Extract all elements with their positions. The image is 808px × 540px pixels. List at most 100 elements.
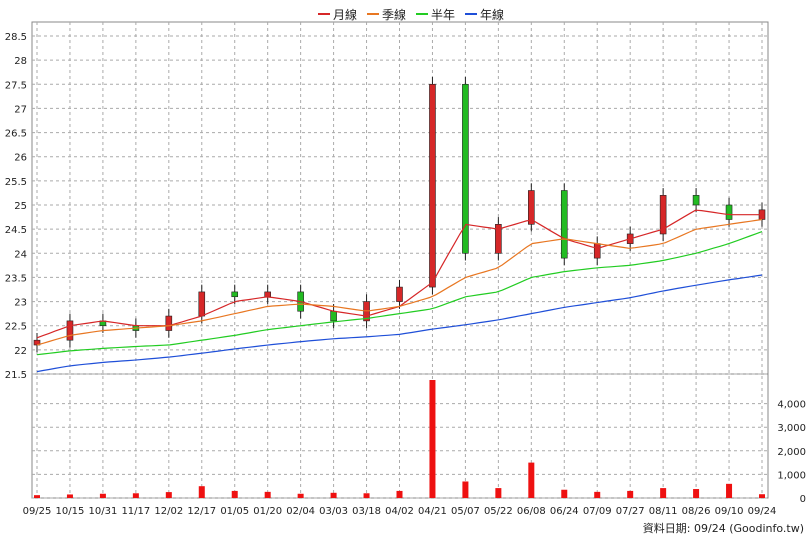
volume-bar: [99, 493, 106, 498]
candle-body: [264, 291, 271, 298]
date-tick-label: 10/31: [88, 506, 117, 517]
legend-item: 季線: [367, 6, 406, 22]
legend-label: 年線: [480, 7, 505, 22]
candle-body: [593, 243, 601, 259]
volume-bar: [264, 491, 271, 498]
volume-bar: [165, 492, 172, 498]
date-tick-label: 09/25: [23, 506, 52, 517]
legend-swatch: [465, 13, 478, 15]
volume-bar: [330, 492, 337, 498]
price-tick-label: 21.5: [5, 370, 27, 381]
candle-body: [198, 291, 206, 317]
legend-label: 季線: [382, 7, 407, 22]
data-date-footer: 資料日期: 09/24 (Goodinfo.tw): [642, 522, 804, 535]
candle-body: [495, 224, 502, 254]
date-tick-label: 09/24: [748, 506, 777, 517]
date-tick-label: 10/15: [56, 506, 85, 517]
price-tick-label: 24: [14, 249, 27, 260]
legend-label: 月線: [333, 7, 358, 22]
volume-bar: [297, 493, 304, 498]
date-tick-label: 01/20: [253, 506, 282, 517]
legend-swatch: [367, 13, 380, 15]
ma-line: [36, 274, 763, 373]
price-tick-label: 25: [14, 201, 27, 212]
volume-bar: [198, 486, 205, 498]
ma-line: [36, 231, 763, 356]
volume-bar: [396, 490, 403, 498]
volume-tick-label: 1,000: [777, 470, 806, 481]
legend-item: 年線: [465, 6, 504, 22]
volume-tick-label: 2,000: [777, 447, 806, 458]
volume-bar: [429, 380, 436, 498]
volume-bar: [231, 490, 238, 498]
candle-body: [396, 286, 403, 302]
date-axis: 09/25 10/15 10/31 11/17 12/02 12/17 01/05 01/20…: [23, 506, 777, 517]
candle-body: [429, 83, 436, 288]
chart-legend: 月線 季線 半年 年線: [318, 6, 504, 22]
ma-line: [36, 218, 763, 346]
price-tick-label: 27: [14, 104, 27, 115]
candle-body: [528, 190, 535, 225]
price-tick-label: 28.5: [5, 32, 27, 43]
volume-axis: 0 1,000 2,000 3,000 4,000: [777, 400, 806, 505]
date-tick-label: 04/02: [385, 506, 414, 517]
legend-swatch: [318, 13, 330, 15]
date-tick-label: 05/07: [451, 506, 480, 517]
volume-bar: [363, 493, 370, 498]
volume-tick-label: 4,000: [777, 400, 806, 411]
date-tick-label: 07/09: [583, 506, 612, 517]
candle-body: [659, 195, 667, 235]
date-tick-label: 02/04: [286, 506, 315, 517]
volume-bar: [759, 494, 765, 498]
price-tick-label: 28: [14, 56, 27, 67]
price-tick-label: 23: [14, 298, 27, 309]
date-tick-label: 01/05: [220, 506, 249, 517]
date-tick-label: 04/21: [418, 506, 447, 517]
moving-average-lines: [36, 209, 763, 373]
volume-bar: [660, 488, 667, 498]
date-tick-label: 06/24: [550, 506, 579, 517]
price-tick-label: 22: [14, 346, 27, 357]
date-tick-label: 12/17: [187, 506, 216, 517]
candle-body: [725, 204, 733, 220]
volume-bar: [726, 483, 733, 498]
price-tick-label: 25.5: [5, 177, 27, 188]
date-tick-label: 03/03: [319, 506, 348, 517]
volume-bars: [34, 380, 765, 498]
volume-bar: [66, 494, 73, 498]
volume-bar: [132, 493, 139, 498]
candle-body: [165, 315, 173, 331]
candle-body: [66, 320, 74, 341]
volume-tick-label: 3,000: [777, 423, 806, 434]
price-tick-label: 22.5: [5, 322, 27, 333]
candle-body: [692, 195, 700, 206]
candle-body: [560, 190, 568, 259]
candle-body: [33, 339, 41, 346]
price-tick-label: 24.5: [5, 225, 27, 236]
date-tick-label: 05/22: [484, 506, 513, 517]
legend-item: 月線: [318, 6, 357, 22]
date-tick-label: 09/10: [715, 506, 744, 517]
candle-body: [462, 83, 469, 254]
price-tick-label: 26.5: [5, 129, 27, 140]
date-tick-label: 07/27: [616, 506, 645, 517]
volume-bar: [462, 481, 469, 498]
volume-bar: [495, 488, 502, 498]
volume-tick-label: 0: [800, 494, 806, 505]
candle-body: [231, 291, 239, 298]
date-tick-label: 08/26: [682, 506, 711, 517]
volume-bar: [528, 462, 535, 498]
price-tick-label: 23.5: [5, 273, 27, 284]
volume-bar: [594, 491, 601, 498]
volume-bar: [34, 495, 40, 498]
volume-bar: [561, 489, 568, 498]
price-tick-label: 26: [14, 153, 27, 164]
legend-swatch: [416, 13, 429, 15]
date-tick-label: 11/17: [121, 506, 150, 517]
legend-label: 半年: [431, 7, 456, 22]
price-tick-label: 27.5: [5, 80, 27, 91]
volume-bar: [627, 490, 634, 498]
date-tick-label: 03/18: [352, 506, 381, 517]
candle-body: [330, 310, 337, 322]
